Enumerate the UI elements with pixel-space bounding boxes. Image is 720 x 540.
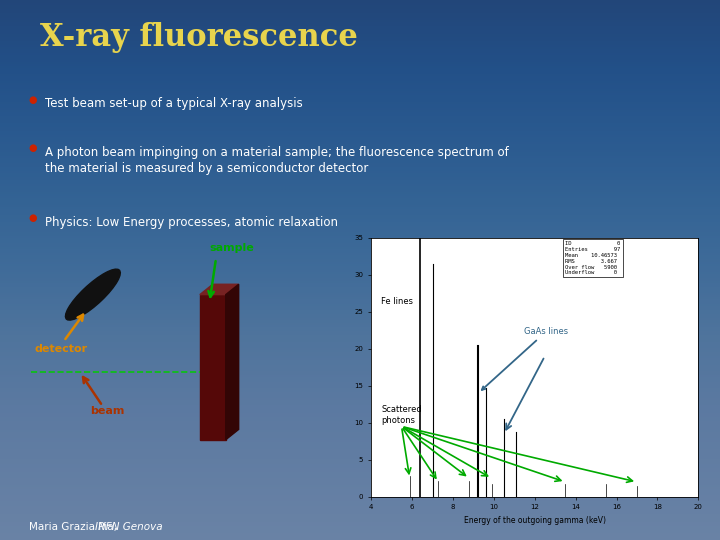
Text: Scattered: Scattered — [381, 404, 422, 414]
Text: Physics: Low Energy processes, atomic relaxation: Physics: Low Energy processes, atomic re… — [45, 216, 338, 229]
Text: ●: ● — [29, 94, 37, 105]
Text: detector: detector — [35, 343, 88, 354]
Polygon shape — [199, 284, 238, 295]
Polygon shape — [225, 284, 238, 440]
Text: sample: sample — [210, 242, 254, 253]
Text: beam: beam — [89, 406, 124, 416]
Text: GaAs lines: GaAs lines — [482, 327, 569, 390]
Text: Fe lines: Fe lines — [381, 297, 413, 306]
X-axis label: Energy of the outgoing gamma (keV): Energy of the outgoing gamma (keV) — [464, 516, 606, 525]
Text: ●: ● — [29, 213, 37, 224]
Text: Maria Grazia Pia,: Maria Grazia Pia, — [29, 522, 120, 532]
Text: ●: ● — [29, 143, 37, 153]
Ellipse shape — [66, 269, 120, 320]
Text: ID              0
Entries        97
Mean    10.46573
RMS        3.667
Over flow : ID 0 Entries 97 Mean 10.46573 RMS 3.667 … — [565, 241, 621, 275]
Polygon shape — [199, 295, 225, 440]
Text: A photon beam impinging on a material sample; the fluorescence spectrum of
the m: A photon beam impinging on a material sa… — [45, 146, 508, 175]
Text: Test beam set-up of a typical X-ray analysis: Test beam set-up of a typical X-ray anal… — [45, 97, 302, 110]
Text: photons: photons — [381, 416, 415, 425]
Text: X-ray fluorescence: X-ray fluorescence — [40, 22, 357, 52]
Text: INFN Genova: INFN Genova — [95, 522, 163, 532]
